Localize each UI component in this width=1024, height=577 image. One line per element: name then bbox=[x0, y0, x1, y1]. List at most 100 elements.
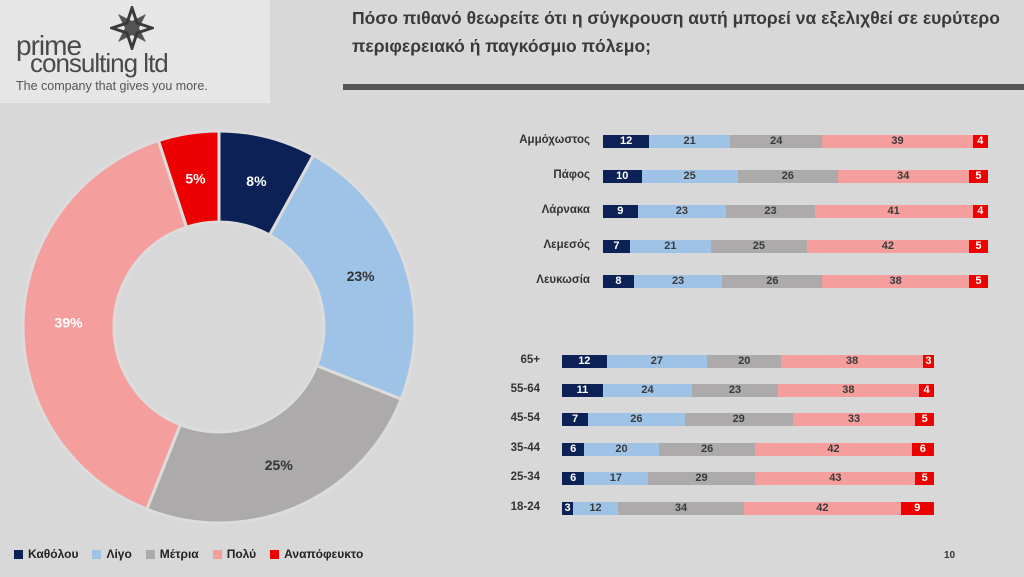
age-bar-segment: 38 bbox=[781, 355, 923, 368]
logo-wordmark-line1: prime bbox=[16, 30, 82, 61]
region-bar-segment: 23 bbox=[637, 205, 727, 218]
age-bar-segment: 23 bbox=[692, 384, 778, 397]
legend-label: Πολύ bbox=[226, 547, 257, 561]
donut-chart: 8% 23% 25% 39% 5% bbox=[21, 129, 417, 525]
donut-label-1: 8% bbox=[246, 173, 267, 189]
region-bar-segment: 23 bbox=[726, 205, 815, 218]
region-bar-segment: 24 bbox=[730, 135, 823, 148]
title-rule bbox=[343, 84, 1024, 90]
region-bar-segment: 21 bbox=[629, 240, 711, 253]
region-bar-segment: 42 bbox=[807, 240, 969, 253]
age-bar-segment: 3 bbox=[922, 355, 934, 368]
age-row-label: 45-54 bbox=[510, 412, 540, 424]
age-bar-segment: 29 bbox=[647, 472, 756, 485]
legend-swatch bbox=[270, 549, 280, 559]
age-bar-segment: 6 bbox=[911, 443, 934, 456]
legend-swatch bbox=[92, 549, 102, 559]
age-bar-segment: 26 bbox=[588, 413, 685, 426]
region-bar-segment: 9 bbox=[603, 205, 638, 218]
page-title: Πόσο πιθανό θεωρείτε ότι η σύγκρουση αυτ… bbox=[352, 8, 1000, 56]
age-bar-segment: 27 bbox=[606, 355, 708, 368]
region-bar-segment: 8 bbox=[603, 275, 634, 288]
age-bar-segment: 6 bbox=[562, 443, 585, 456]
legend-item: Καθόλου bbox=[14, 547, 78, 561]
age-row-label: 18-24 bbox=[510, 501, 540, 513]
region-bar-segment: 26 bbox=[722, 275, 823, 288]
legend-swatch bbox=[14, 549, 23, 559]
region-bar-segment: 5 bbox=[968, 170, 988, 183]
legend-swatch bbox=[145, 549, 155, 559]
region-bar-segment: 38 bbox=[822, 275, 969, 288]
legend-label: Μέτρια bbox=[159, 547, 199, 561]
legend-label: Καθόλου bbox=[28, 547, 79, 561]
region-bar-segment: 4 bbox=[972, 205, 988, 218]
age-bar-segment: 34 bbox=[617, 502, 745, 515]
logo-mark-icon bbox=[110, 6, 154, 50]
region-bar-segment: 7 bbox=[603, 240, 630, 253]
age-bar-segment: 5 bbox=[915, 413, 934, 426]
logo-tagline: The company that gives you more. bbox=[16, 79, 208, 93]
region-row-label: Λευκωσία bbox=[536, 274, 590, 286]
legend-label: Λίγο bbox=[106, 547, 132, 561]
age-bar-segment: 42 bbox=[744, 502, 901, 515]
region-row-label: Αμμόχωστος bbox=[519, 134, 590, 146]
age-bar-segment: 42 bbox=[755, 443, 912, 456]
region-row-label: Λεμεσός bbox=[543, 239, 591, 251]
region-bar-segment: 39 bbox=[822, 135, 973, 148]
legend-item: Πολύ bbox=[212, 547, 257, 561]
chart-legend: Καθόλου Λίγο Μέτρια Πολύ Αναπόφευκτο bbox=[14, 547, 363, 561]
region-bar-segment: 23 bbox=[633, 275, 723, 288]
age-bar-segment: 43 bbox=[755, 472, 916, 485]
region-bar-segment: 5 bbox=[968, 275, 988, 288]
donut-label-5: 5% bbox=[185, 170, 206, 186]
region-bar-segment: 34 bbox=[837, 170, 969, 183]
donut-slice-3 bbox=[144, 363, 404, 525]
legend-item: Λίγο bbox=[92, 547, 132, 561]
donut-slice-4 bbox=[21, 138, 189, 512]
region-bar-segment: 25 bbox=[641, 170, 738, 183]
region-bar-segment: 5 bbox=[968, 240, 988, 253]
donut-slice-2 bbox=[267, 153, 417, 402]
age-row-label: 65+ bbox=[520, 354, 540, 366]
age-bar-segment: 20 bbox=[584, 443, 659, 456]
age-bar-segment: 3 bbox=[562, 502, 574, 515]
region-row-label: Πάφος bbox=[553, 169, 590, 181]
age-bar-segment: 6 bbox=[562, 472, 585, 485]
age-bar-segment: 12 bbox=[573, 502, 618, 515]
age-row-label: 25-34 bbox=[510, 471, 540, 483]
legend-swatch bbox=[212, 549, 222, 559]
region-bar-segment: 4 bbox=[972, 135, 988, 148]
age-bar-segment: 24 bbox=[602, 384, 693, 397]
region-bar-segment: 25 bbox=[710, 240, 808, 253]
age-bar-segment: 5 bbox=[915, 472, 934, 485]
donut-slice-5 bbox=[156, 129, 221, 230]
age-bar-segment: 38 bbox=[777, 384, 920, 397]
age-bar-segment: 12 bbox=[562, 355, 607, 368]
age-bar-segment: 11 bbox=[562, 384, 603, 397]
age-bar-segment: 7 bbox=[562, 413, 589, 426]
age-bar-segment: 29 bbox=[684, 413, 793, 426]
legend-item: Μέτρια bbox=[145, 547, 199, 561]
logo: prime consulting ltd The company that gi… bbox=[0, 0, 270, 103]
age-row-label: 35-44 bbox=[510, 442, 540, 454]
region-row-label: Λάρνακα bbox=[541, 204, 590, 216]
age-bar-segment: 20 bbox=[707, 355, 782, 368]
legend-item: Αναπόφευκτο bbox=[270, 547, 363, 561]
age-bar-segment: 26 bbox=[658, 443, 756, 456]
legend-label: Αναπόφευκτο bbox=[284, 547, 364, 561]
age-row-label: 55-64 bbox=[510, 383, 540, 395]
age-bar-segment: 33 bbox=[792, 413, 916, 426]
donut-label-2: 23% bbox=[347, 268, 376, 284]
region-bar-segment: 10 bbox=[603, 170, 642, 183]
region-bar-segment: 21 bbox=[649, 135, 731, 148]
region-bar-segment: 41 bbox=[814, 205, 973, 218]
region-bar-segment: 12 bbox=[603, 135, 650, 148]
age-bar-segment: 4 bbox=[919, 384, 934, 397]
region-bar-segment: 26 bbox=[737, 170, 838, 183]
page-number: 10 bbox=[944, 550, 956, 561]
donut-label-3: 25% bbox=[265, 457, 294, 473]
donut-label-4: 39% bbox=[55, 314, 84, 330]
age-bar-segment: 9 bbox=[900, 502, 934, 515]
logo-wordmark-line2: consulting ltd bbox=[30, 48, 169, 78]
age-bar-segment: 17 bbox=[584, 472, 648, 485]
